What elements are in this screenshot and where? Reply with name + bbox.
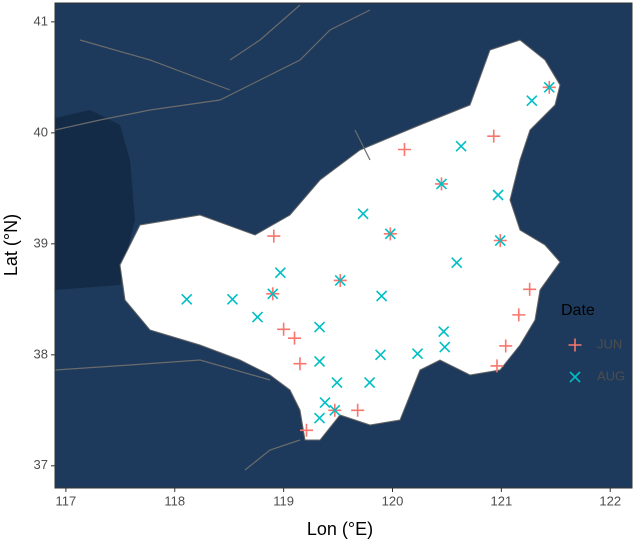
x-tick-label: 122 (599, 493, 621, 508)
point (267, 288, 279, 300)
legend-marker (569, 371, 581, 383)
point (267, 229, 281, 243)
legend-label: JUN (597, 336, 622, 351)
point (490, 359, 504, 373)
x-tick-label: 119 (273, 493, 294, 508)
point (499, 339, 513, 353)
point (334, 274, 346, 287)
point (543, 81, 555, 93)
x-tick-label: 118 (164, 493, 185, 508)
y-tick-label: 38 (34, 346, 48, 361)
point (226, 293, 239, 305)
point (439, 341, 451, 353)
legend-title: Date (561, 302, 595, 319)
point (487, 129, 501, 143)
point (512, 308, 526, 322)
point (438, 325, 450, 338)
point (411, 348, 424, 360)
panel-border (54, 2, 633, 489)
map (55, 3, 632, 488)
x-axis-label: Lon (°E) (307, 519, 373, 539)
point (435, 178, 448, 190)
y-tick-label: 41 (34, 13, 48, 28)
land-dark (55, 110, 135, 290)
point (451, 257, 463, 269)
point (376, 290, 388, 302)
point (181, 293, 193, 305)
x-tick-label: 121 (491, 493, 513, 508)
point (455, 140, 467, 152)
point (313, 321, 326, 333)
legend-marker (568, 338, 582, 352)
point (374, 349, 387, 361)
border (55, 4, 371, 471)
y-axis-label: Lat (°N) (1, 214, 21, 276)
x-tick-label: 120 (382, 493, 404, 508)
point (251, 311, 264, 323)
point (288, 331, 302, 345)
legend-label: AUG (597, 368, 625, 383)
point (357, 208, 369, 220)
point (274, 267, 286, 279)
point (319, 396, 331, 409)
point (329, 404, 341, 416)
point (299, 423, 313, 437)
point (277, 322, 291, 336)
point (293, 357, 307, 371)
point (492, 189, 504, 201)
y-tick-label: 39 (34, 235, 48, 250)
point (331, 376, 343, 389)
point (364, 376, 376, 389)
x-tick-label: 117 (56, 493, 77, 508)
point (397, 142, 411, 156)
point (384, 228, 396, 240)
point (526, 95, 538, 107)
point (494, 234, 506, 247)
point (523, 282, 537, 296)
y-tick-label: 40 (34, 124, 48, 139)
point (313, 355, 326, 368)
sea (119, 39, 561, 441)
y-tick-label: 37 (34, 457, 48, 472)
point (351, 403, 365, 417)
point (313, 412, 326, 424)
